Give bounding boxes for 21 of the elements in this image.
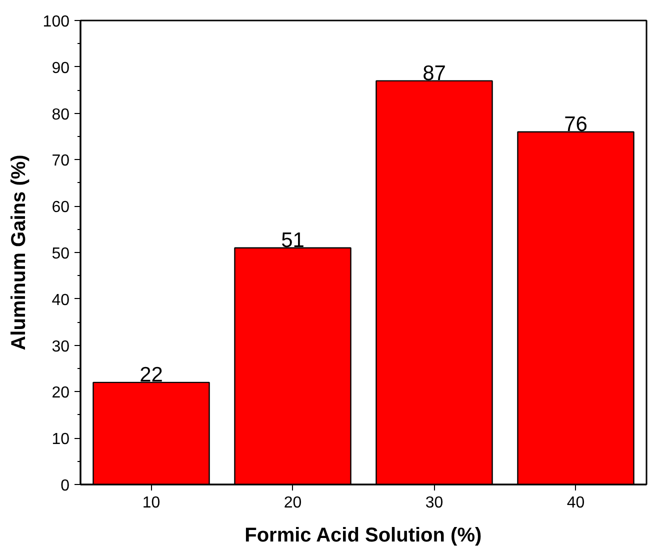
y-tick-label: 80: [52, 106, 70, 124]
y-tick-label: 20: [52, 384, 70, 402]
y-tick-label: 10: [52, 431, 70, 448]
x-tick-label: 20: [284, 494, 302, 512]
x-tick-label: 30: [425, 494, 444, 512]
y-tick-label: 0: [60, 478, 70, 494]
x-tick-label: 40: [566, 494, 585, 512]
x-axis-title: Formic Acid Solution (%): [244, 524, 482, 546]
y-tick-label: 40: [52, 292, 70, 309]
data-label: 76: [564, 112, 588, 136]
y-tick-label: 30: [52, 338, 70, 356]
y-tick-label: 90: [52, 60, 70, 77]
y-tick-label: 70: [52, 152, 70, 170]
y-tick-label: 60: [52, 199, 70, 216]
y-tick-label: 50: [52, 246, 70, 262]
data-label: 87: [422, 62, 446, 85]
y-axis-title: Aluminum Gains (%): [8, 154, 30, 350]
data-label: 22: [140, 363, 163, 386]
y-tick-label: 100: [42, 14, 70, 30]
data-label: 51: [281, 228, 304, 252]
x-tick-label: 10: [142, 494, 160, 512]
